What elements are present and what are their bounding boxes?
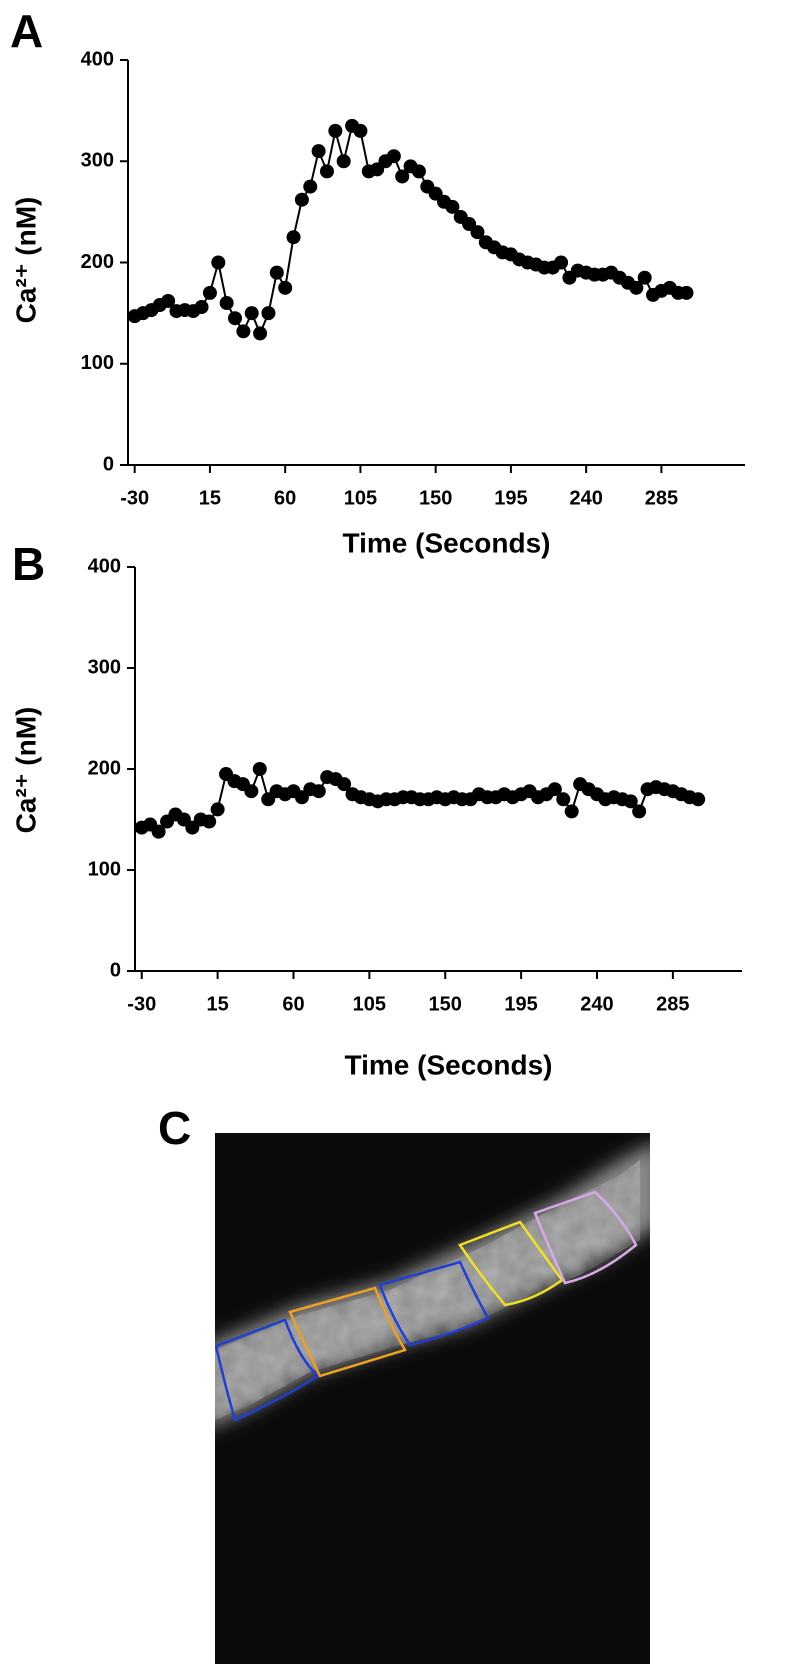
data-point (236, 324, 251, 339)
x-tick-label: 195 (504, 993, 537, 1015)
micrograph (215, 1133, 650, 1664)
tissue-texture (215, 1160, 640, 1420)
data-point (395, 169, 410, 184)
data-point (637, 270, 652, 285)
x-tick-label: 60 (274, 487, 296, 509)
data-point (547, 782, 562, 797)
y-tick-label: 100 (81, 352, 114, 374)
data-point (470, 225, 485, 240)
x-tick-label: 195 (494, 487, 527, 509)
data-point (336, 154, 351, 169)
x-tick-label: 60 (282, 993, 304, 1015)
x-tick-label: 150 (419, 487, 452, 509)
x-tick-label: 105 (344, 487, 377, 509)
x-tick-label: 240 (580, 993, 613, 1015)
x-axis-label: Time (Seconds) (345, 1049, 553, 1080)
data-point (328, 123, 343, 138)
x-tick-label: 150 (429, 993, 462, 1015)
data-point (286, 230, 301, 245)
data-point (202, 285, 217, 300)
data-point (252, 762, 267, 776)
y-tick-label: 400 (88, 555, 121, 577)
data-point (278, 280, 293, 295)
roi-outline (378, 1260, 490, 1347)
roi-outline (533, 1190, 638, 1285)
data-point (311, 784, 326, 799)
y-axis-label: Ca²⁺ (nM) (10, 707, 41, 834)
y-axis-label: Ca²⁺ (nM) (10, 197, 41, 324)
y-tick-label: 100 (88, 858, 121, 880)
data-point (337, 777, 352, 792)
data-point (319, 164, 334, 179)
data-point (210, 802, 225, 817)
data-point (219, 296, 234, 310)
y-tick-label: 200 (88, 757, 121, 779)
y-tick-label: 0 (103, 453, 114, 475)
panel-label: B (12, 538, 45, 590)
data-point (629, 280, 644, 295)
x-tick-label: -30 (120, 487, 149, 509)
y-tick-label: 400 (81, 48, 114, 70)
x-tick-label: 105 (353, 993, 386, 1015)
data-point (556, 792, 571, 807)
data-point (411, 164, 426, 179)
data-point (564, 804, 579, 819)
panel-label: A (10, 5, 43, 57)
data-point (269, 265, 284, 280)
data-point (228, 311, 243, 326)
y-tick-label: 300 (88, 656, 121, 678)
data-point (303, 179, 318, 194)
y-tick-label: 200 (81, 251, 114, 273)
roi-outline (288, 1286, 407, 1378)
data-point (194, 300, 209, 315)
data-point (623, 794, 638, 809)
data-point (353, 123, 368, 138)
data-point (554, 255, 569, 270)
data-point (445, 199, 460, 214)
data-point (261, 306, 276, 321)
data-point (253, 326, 268, 341)
data-point (244, 306, 259, 321)
data-point (632, 804, 647, 819)
x-tick-label: 240 (569, 487, 602, 509)
panel-label: C (158, 1102, 191, 1154)
x-axis-label: Time (Seconds) (343, 527, 551, 558)
data-point (294, 192, 309, 207)
roi-outline (215, 1318, 321, 1422)
data-point (679, 285, 694, 300)
x-tick-label: 15 (206, 993, 228, 1015)
data-point (311, 144, 326, 159)
data-point (202, 814, 217, 829)
x-tick-label: -30 (127, 993, 156, 1015)
x-tick-label: 285 (656, 993, 689, 1015)
data-point (211, 255, 226, 270)
x-tick-label: 285 (645, 487, 678, 509)
data-point (386, 149, 401, 164)
data-point (691, 792, 706, 807)
y-tick-label: 0 (110, 959, 121, 981)
data-line (134, 124, 687, 337)
roi-outline (458, 1220, 564, 1307)
data-point (244, 784, 259, 799)
data-point (151, 824, 166, 839)
y-tick-label: 300 (81, 150, 114, 172)
data-point (161, 293, 176, 308)
x-tick-label: 15 (199, 487, 221, 509)
